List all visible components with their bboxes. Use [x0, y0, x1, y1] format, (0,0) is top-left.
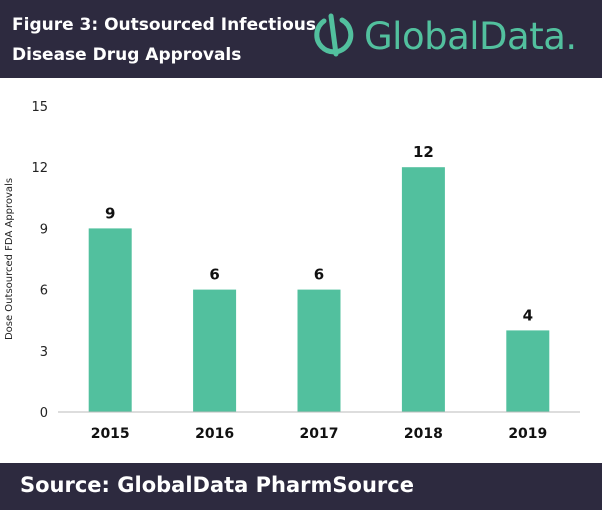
- bar-2019: [506, 330, 550, 412]
- y-tick-label: 3: [40, 345, 48, 360]
- x-tick-label: 2017: [300, 426, 339, 442]
- x-tick-label: 2018: [404, 426, 443, 442]
- footer-band: Source: GlobalData PharmSource: [0, 463, 602, 510]
- y-tick-label: 0: [40, 406, 48, 421]
- source-note: Source: GlobalData PharmSource: [20, 473, 414, 497]
- bar-2015: [88, 228, 132, 412]
- x-tick-label: 2016: [195, 426, 234, 442]
- x-tick-label: 2015: [91, 426, 130, 442]
- bar-2018: [401, 167, 445, 412]
- bar-2016: [193, 289, 237, 412]
- y-axis-title: Dose Outsourced FDA Approvals: [4, 178, 15, 340]
- y-tick-label: 15: [31, 100, 48, 115]
- data-label: 6: [314, 266, 324, 284]
- chart-title: Figure 3: Outsourced Infectious Disease …: [12, 10, 317, 70]
- data-label: 12: [413, 143, 434, 161]
- y-tick-label: 12: [31, 161, 48, 176]
- globaldata-logo: GlobalData.: [312, 12, 577, 60]
- y-tick-label: 6: [40, 284, 48, 299]
- globaldata-logo-icon: [314, 13, 354, 57]
- logo-wordmark: GlobalData.: [364, 14, 577, 58]
- bar-series: [88, 167, 550, 412]
- data-label: 6: [209, 266, 219, 284]
- header-band: Figure 3: Outsourced Infectious Disease …: [0, 0, 602, 78]
- y-tick-label: 9: [40, 222, 48, 237]
- bar-chart: 0 3 6 9 12 15 2015 2016 2017 2018 2019 9 6 6 12 4 Dos…: [4, 100, 580, 442]
- chart-title-line-2: Disease Drug Approvals: [12, 45, 242, 65]
- data-label: 4: [523, 306, 533, 324]
- data-label: 9: [105, 204, 115, 222]
- bar-2017: [297, 289, 341, 412]
- data-labels: 9 6 6 12 4: [105, 143, 533, 324]
- x-tick-label: 2019: [508, 426, 547, 442]
- y-axis: 0 3 6 9 12 15: [31, 100, 48, 421]
- chart-title-line-1: Figure 3: Outsourced Infectious: [12, 15, 317, 35]
- x-axis: 2015 2016 2017 2018 2019: [91, 426, 548, 442]
